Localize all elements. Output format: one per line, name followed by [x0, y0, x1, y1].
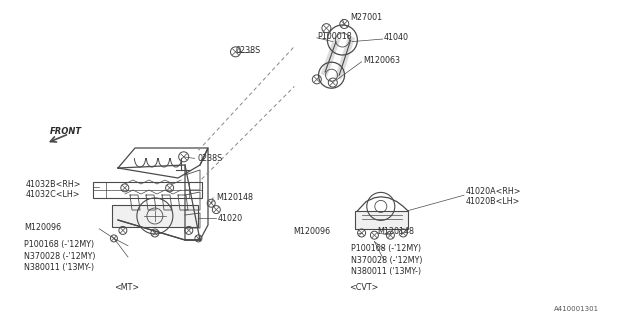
Text: N380011 ('13MY-): N380011 ('13MY-) — [24, 263, 95, 272]
Text: FRONT: FRONT — [50, 127, 82, 136]
Text: N370028 (-'12MY): N370028 (-'12MY) — [24, 252, 96, 260]
Text: 41032C<LH>: 41032C<LH> — [26, 190, 80, 199]
Text: M27001: M27001 — [351, 13, 383, 22]
Text: 0238S: 0238S — [197, 154, 222, 163]
Text: 41032B<RH>: 41032B<RH> — [26, 180, 81, 189]
Text: M120148: M120148 — [216, 193, 253, 202]
Text: P100168 (-'12MY): P100168 (-'12MY) — [24, 240, 95, 249]
Text: M120148: M120148 — [378, 228, 415, 236]
Text: N380011 ('13MY-): N380011 ('13MY-) — [351, 267, 421, 276]
Text: M120096: M120096 — [293, 228, 330, 236]
Text: <CVT>: <CVT> — [349, 284, 378, 292]
FancyBboxPatch shape — [355, 211, 408, 229]
Text: A410001301: A410001301 — [554, 306, 599, 312]
Text: 41040: 41040 — [384, 33, 409, 42]
Text: 41020B<LH>: 41020B<LH> — [466, 197, 520, 206]
Text: M120063: M120063 — [364, 56, 401, 65]
Text: P100018: P100018 — [317, 32, 351, 41]
Text: P100168 (-'12MY): P100168 (-'12MY) — [351, 244, 421, 253]
Text: 41020: 41020 — [218, 214, 243, 223]
Text: N370028 (-'12MY): N370028 (-'12MY) — [351, 256, 422, 265]
Text: <MT>: <MT> — [114, 284, 140, 292]
FancyBboxPatch shape — [112, 205, 198, 227]
Text: 41020A<RH>: 41020A<RH> — [466, 188, 522, 196]
Text: 0238S: 0238S — [236, 46, 260, 55]
Text: M120096: M120096 — [24, 223, 61, 232]
